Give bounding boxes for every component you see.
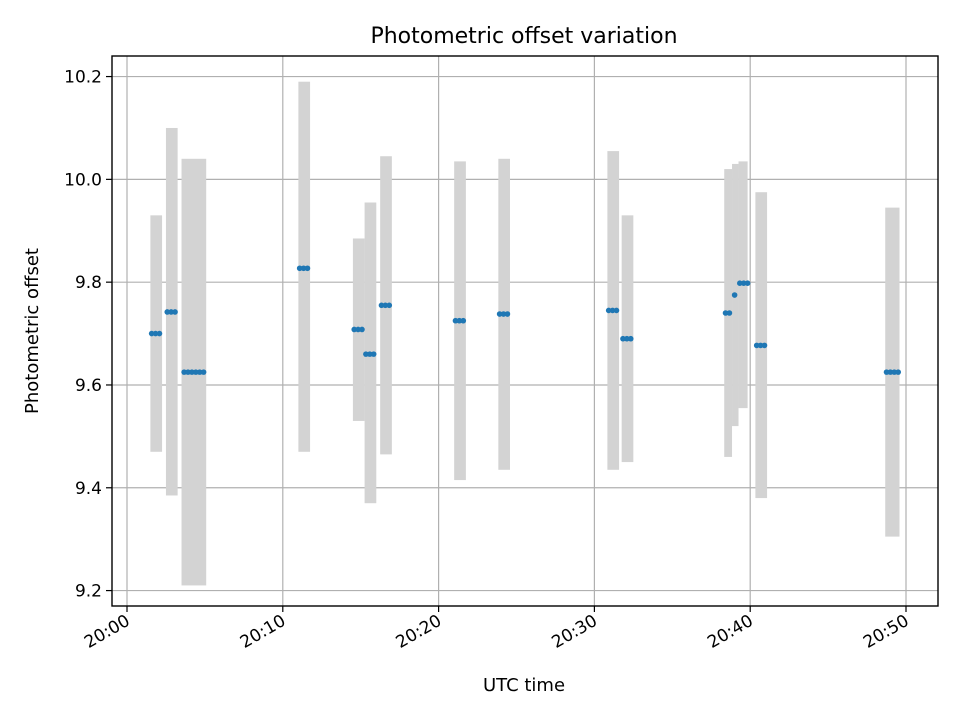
data-point [355,326,361,333]
data-point [296,265,303,272]
data-point [189,369,195,375]
chart-title: Photometric offset variation [370,24,677,49]
data-point [605,307,612,314]
data-point [731,292,738,298]
data-point [193,369,199,375]
data-point [366,351,373,357]
y-tick-label: 10.2 [64,68,102,88]
data-point [185,369,191,375]
data-point [304,265,311,272]
data-point [624,335,630,342]
data-point [386,302,393,309]
data-point [382,302,389,309]
data-point [496,311,503,317]
data-point [378,302,385,309]
data-point [196,369,203,375]
y-tick-label: 9.6 [75,376,102,396]
data-point [181,369,187,375]
data-point [883,369,890,375]
y-axis-ticks: 9.2 9.4 9.6 9.8 10.0 10.2 [64,68,112,602]
y-tick-label: 10.0 [64,170,102,190]
data-point [452,317,459,324]
data-point [627,335,634,342]
x-tick-label: 20:50 [860,611,912,653]
data-point [757,342,764,349]
data-point [609,307,616,314]
data-point [172,309,178,315]
data-point [359,326,365,333]
data-point [168,309,174,315]
grid [112,56,938,606]
data-point [156,330,163,337]
plot-frame [111,55,939,607]
data-point [753,342,760,349]
data-point [300,265,307,272]
data-point [895,369,902,375]
data-point [887,369,894,375]
x-tick-label: 20:10 [237,611,289,653]
data-point [726,310,733,316]
data-point [620,335,626,342]
data-point [744,280,751,286]
x-tick-label: 20:30 [548,611,600,653]
data-point [363,351,369,357]
x-tick-label: 20:20 [393,611,445,653]
y-tick-label: 9.4 [75,479,102,499]
data-point [891,369,898,375]
x-axis-label: UTC time [483,675,565,696]
data-point [740,280,747,286]
y-axis-label: Photometric offset [22,248,43,414]
data-point [613,307,620,314]
data-point [456,317,463,324]
data-point [460,317,467,324]
data-point [737,280,743,286]
data-point [761,342,768,349]
data-point [152,330,159,337]
error-bars [150,81,900,586]
data-point [370,351,377,357]
y-tick-label: 9.8 [75,273,102,293]
data-points [148,265,902,375]
data-point [148,330,155,337]
data-point [500,311,507,317]
y-tick-label: 9.2 [75,582,102,602]
data-point [351,326,358,333]
data-point [722,310,729,316]
x-tick-label: 20:00 [81,611,133,653]
data-point [200,369,207,375]
data-point [504,311,511,317]
data-point [164,309,171,315]
x-axis-ticks: 20:00 20:10 20:20 20:30 20:40 20:50 [81,606,913,653]
x-tick-label: 20:40 [704,611,756,653]
